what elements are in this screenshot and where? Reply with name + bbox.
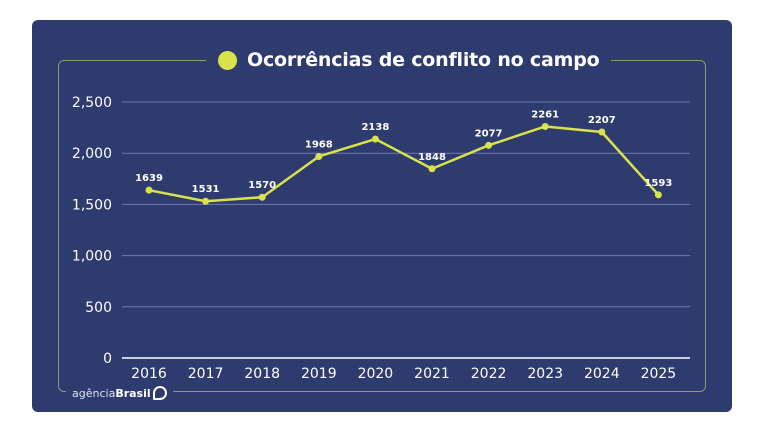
gridlines: [122, 101, 690, 359]
data-point: [428, 165, 436, 173]
series-line-path: [148, 125, 660, 203]
x-axis-ticks: 2016 2017 2018 2019 2020 2021 2022 2023 2024 2025: [131, 366, 676, 382]
data-label: 1570: [248, 180, 276, 191]
x-tick-label: 2023: [527, 366, 563, 382]
data-label: 1531: [192, 184, 220, 195]
series-points: [145, 122, 662, 205]
y-tick-label: 1,000: [72, 249, 112, 265]
agencia-brasil-logo: agência Brasil: [66, 384, 173, 402]
y-tick-label: 500: [85, 300, 112, 316]
chart-title: Ocorrências de conflito no campo: [206, 46, 612, 74]
y-tick-label: 2,000: [72, 146, 112, 162]
x-tick-label: 2018: [244, 366, 280, 382]
data-label: 2207: [588, 115, 616, 126]
y-tick-label: 1,500: [72, 197, 112, 213]
series-line: [148, 125, 660, 203]
x-tick-label: 2022: [471, 366, 507, 382]
x-tick-label: 2024: [584, 366, 620, 382]
data-point: [258, 193, 266, 201]
data-point: [485, 141, 493, 149]
y-tick-label: 0: [103, 351, 112, 367]
logo-text-light: agência: [72, 386, 116, 400]
logo-ring-icon: [152, 386, 167, 400]
data-label: 1848: [418, 152, 446, 163]
data-point: [202, 197, 210, 205]
data-point: [654, 191, 662, 199]
data-point: [315, 152, 323, 160]
data-labels: 1639 1531 1570 1968 2138 1848 2077 2261 2207 1593: [135, 109, 672, 195]
x-tick-label: 2021: [414, 366, 450, 382]
chart-title-text: Ocorrências de conflito no campo: [247, 49, 600, 71]
data-point: [541, 122, 549, 130]
data-label: 2077: [475, 128, 503, 139]
y-axis-ticks: 0 500 1,000 1,500 2,000 2,500: [72, 95, 112, 367]
logo-text-bold: Brasil: [115, 386, 151, 400]
data-label: 1593: [644, 178, 672, 189]
data-point: [598, 128, 606, 136]
chart-card: [32, 20, 732, 412]
data-label: 2261: [531, 109, 559, 120]
data-label: 1968: [305, 139, 333, 150]
y-tick-label: 2,500: [72, 95, 112, 111]
x-tick-label: 2020: [358, 366, 394, 382]
data-label: 2138: [361, 122, 389, 133]
data-label: 1639: [135, 173, 163, 184]
data-point: [371, 135, 379, 143]
x-tick-label: 2019: [301, 366, 337, 382]
legend-dot-icon: [218, 50, 237, 70]
x-tick-label: 2025: [641, 366, 677, 382]
x-tick-label: 2017: [188, 366, 224, 382]
data-point: [145, 186, 153, 194]
x-tick-label: 2016: [131, 366, 167, 382]
